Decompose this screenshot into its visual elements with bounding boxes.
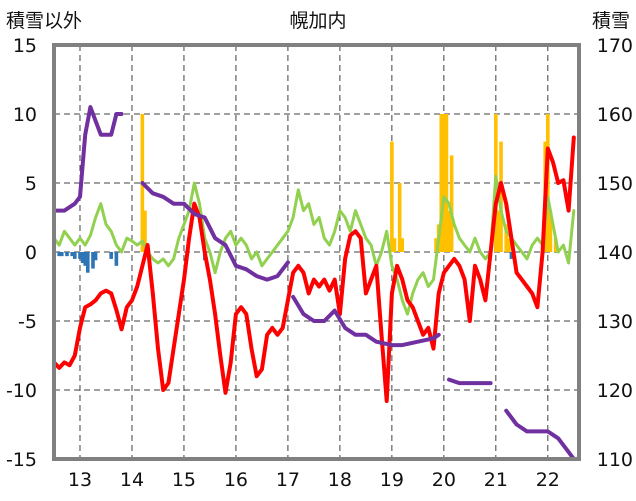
bar-yellow: [397, 183, 402, 252]
right-tick-label: 130: [597, 311, 633, 333]
left-tick-label: -5: [18, 311, 37, 333]
bar-blue: [65, 252, 69, 257]
right-tick-label: 160: [597, 104, 633, 126]
bar-yellow: [499, 141, 503, 252]
bar-yellow: [439, 114, 444, 252]
right-axis-label: 積雪: [592, 10, 630, 32]
right-tick-label: 140: [597, 242, 633, 264]
bar-yellow: [447, 210, 451, 252]
series-line: [52, 135, 576, 403]
x-tick-label: 22: [536, 469, 560, 491]
right-tick-label: 150: [597, 173, 633, 195]
bar-yellow: [143, 210, 147, 252]
left-tick-label: 15: [13, 35, 37, 57]
plot-frame: [52, 43, 581, 461]
bar-blue: [59, 252, 64, 257]
x-axis-ticks: 13 14 15 16 17 18 19 20 21 22: [68, 469, 560, 491]
series-line: [52, 105, 124, 213]
x-tick-label: 14: [120, 469, 144, 491]
bar-blue: [78, 252, 82, 259]
bar-yellow: [392, 238, 397, 252]
series-line: [447, 377, 493, 386]
right-tick-label: 120: [597, 380, 633, 402]
bar-blue: [509, 252, 514, 259]
right-tick-label: 170: [597, 35, 633, 57]
bar-yellow: [507, 238, 511, 252]
bar-blue: [70, 252, 74, 257]
right-tick-label: 110: [597, 449, 633, 471]
lines-layer: [52, 105, 576, 461]
x-tick-label: 19: [380, 469, 404, 491]
bar-yellow: [548, 210, 553, 252]
series-line: [140, 181, 290, 282]
bar-blue: [83, 252, 87, 266]
left-tick-label: 0: [25, 242, 37, 264]
bar-yellow: [400, 238, 405, 252]
bar-yellow: [442, 114, 446, 252]
bar-blue: [85, 252, 90, 273]
bar-blue: [72, 252, 77, 259]
left-axis-ticks: -15 -10 -5 0 5 10 15: [6, 35, 37, 471]
left-tick-label: 10: [13, 104, 37, 126]
bar-yellow: [390, 141, 394, 252]
bar-blue: [114, 252, 119, 266]
left-axis-label: 積雪以外: [6, 10, 82, 32]
bar-blue: [57, 252, 61, 257]
x-tick-label: 18: [328, 469, 352, 491]
x-tick-label: 20: [432, 469, 456, 491]
left-tick-label: -10: [6, 380, 37, 402]
series-line: [52, 174, 576, 316]
bar-blue: [80, 252, 85, 264]
bar-blue: [91, 252, 95, 269]
left-tick-label: 5: [25, 173, 37, 195]
left-tick-label: -15: [6, 449, 37, 471]
right-axis-ticks: 110 120 130 140 150 160 170: [597, 35, 633, 471]
bar-yellow: [504, 224, 509, 252]
series-line: [291, 294, 441, 348]
x-tick-label: 13: [68, 469, 92, 491]
x-tick-label: 17: [276, 469, 300, 491]
bar-blue: [109, 252, 113, 259]
series-line: [504, 408, 576, 461]
bar-yellow: [444, 114, 449, 252]
x-tick-label: 21: [484, 469, 508, 491]
x-tick-label: 15: [172, 469, 196, 491]
bar-yellow: [496, 210, 501, 252]
x-tick-label: 16: [224, 469, 248, 491]
chart-title: 幌加内: [289, 10, 346, 32]
bar-yellow: [434, 238, 438, 252]
bar-blue: [93, 252, 98, 261]
bar-yellow: [449, 155, 454, 252]
